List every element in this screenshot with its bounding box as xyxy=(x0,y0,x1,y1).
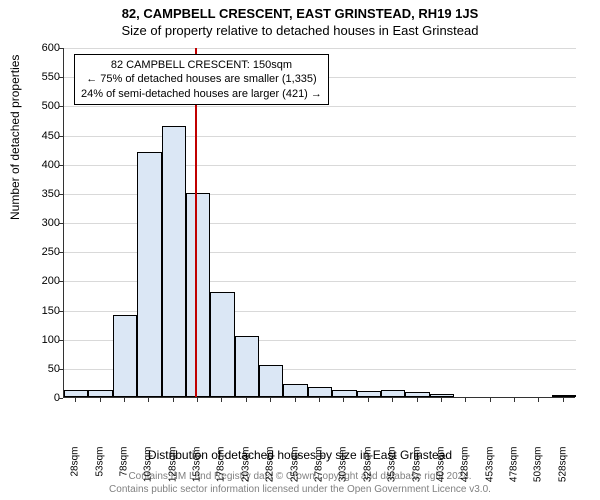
chart-plot-area: 82 CAMPBELL CRESCENT: 150sqm← 75% of det… xyxy=(63,48,575,398)
y-tick-mark xyxy=(59,136,63,137)
y-tick-mark xyxy=(59,281,63,282)
x-tick-label: 353sqm xyxy=(387,447,398,497)
histogram-bar xyxy=(283,384,307,397)
y-tick-mark xyxy=(59,165,63,166)
x-tick-mark xyxy=(563,398,564,402)
x-tick-label: 178sqm xyxy=(216,447,227,497)
x-tick-label: 453sqm xyxy=(484,447,495,497)
x-tick-mark xyxy=(221,398,222,402)
y-tick-mark xyxy=(59,77,63,78)
x-tick-label: 428sqm xyxy=(460,447,471,497)
x-tick-mark xyxy=(124,398,125,402)
x-tick-label: 278sqm xyxy=(314,447,325,497)
x-tick-label: 403sqm xyxy=(435,447,446,497)
x-tick-mark xyxy=(148,398,149,402)
y-tick-label: 550 xyxy=(30,71,60,83)
x-tick-label: 478sqm xyxy=(509,447,520,497)
histogram-bar xyxy=(308,387,332,398)
y-tick-label: 350 xyxy=(30,188,60,200)
x-tick-label: 253sqm xyxy=(289,447,300,497)
y-tick-label: 450 xyxy=(30,130,60,142)
annotation-line: ← 75% of detached houses are smaller (1,… xyxy=(81,72,322,86)
x-tick-mark xyxy=(270,398,271,402)
histogram-bar xyxy=(259,365,283,397)
histogram-bar xyxy=(64,390,88,397)
x-tick-mark xyxy=(538,398,539,402)
histogram-bar xyxy=(235,336,259,397)
y-tick-label: 300 xyxy=(30,217,60,229)
y-tick-mark xyxy=(59,340,63,341)
y-tick-label: 600 xyxy=(30,42,60,54)
gridline xyxy=(64,48,576,49)
x-tick-mark xyxy=(441,398,442,402)
x-tick-label: 378sqm xyxy=(411,447,422,497)
histogram-bar xyxy=(137,152,161,397)
x-tick-mark xyxy=(319,398,320,402)
histogram-bar xyxy=(162,126,186,397)
y-tick-label: 400 xyxy=(30,159,60,171)
x-tick-label: 228sqm xyxy=(265,447,276,497)
x-tick-mark xyxy=(173,398,174,402)
annotation-line: 24% of semi-detached houses are larger (… xyxy=(81,87,322,101)
x-tick-mark xyxy=(417,398,418,402)
x-tick-label: 28sqm xyxy=(70,447,81,497)
y-axis-label: Number of detached properties xyxy=(8,55,22,220)
x-tick-mark xyxy=(343,398,344,402)
y-tick-label: 500 xyxy=(30,100,60,112)
x-tick-mark xyxy=(100,398,101,402)
x-tick-label: 528sqm xyxy=(557,447,568,497)
y-tick-label: 150 xyxy=(30,305,60,317)
y-tick-label: 250 xyxy=(30,246,60,258)
x-tick-label: 328sqm xyxy=(362,447,373,497)
x-tick-label: 78sqm xyxy=(118,447,129,497)
y-tick-label: 100 xyxy=(30,334,60,346)
x-tick-mark xyxy=(75,398,76,402)
gridline xyxy=(64,106,576,107)
annotation-box: 82 CAMPBELL CRESCENT: 150sqm← 75% of det… xyxy=(74,54,329,105)
histogram-bar xyxy=(113,315,137,397)
x-tick-mark xyxy=(490,398,491,402)
y-tick-label: 200 xyxy=(30,275,60,287)
x-tick-label: 503sqm xyxy=(533,447,544,497)
gridline xyxy=(64,136,576,137)
histogram-bar xyxy=(88,390,112,397)
histogram-bar xyxy=(405,392,429,397)
histogram-bar xyxy=(430,394,454,398)
histogram-bar xyxy=(332,390,356,397)
x-tick-mark xyxy=(368,398,369,402)
x-tick-mark xyxy=(295,398,296,402)
x-tick-mark xyxy=(246,398,247,402)
histogram-bar xyxy=(186,193,210,397)
chart-title-main: 82, CAMPBELL CRESCENT, EAST GRINSTEAD, R… xyxy=(0,0,600,21)
x-tick-label: 203sqm xyxy=(240,447,251,497)
chart-title-sub: Size of property relative to detached ho… xyxy=(0,21,600,38)
y-tick-label: 50 xyxy=(30,363,60,375)
histogram-bar xyxy=(381,390,405,397)
y-tick-mark xyxy=(59,311,63,312)
y-tick-mark xyxy=(59,48,63,49)
histogram-bar xyxy=(210,292,234,397)
y-tick-mark xyxy=(59,398,63,399)
x-tick-mark xyxy=(465,398,466,402)
histogram-bar xyxy=(552,395,576,397)
x-tick-label: 303sqm xyxy=(338,447,349,497)
x-tick-label: 103sqm xyxy=(143,447,154,497)
y-tick-mark xyxy=(59,223,63,224)
y-tick-label: 0 xyxy=(30,392,60,404)
x-tick-label: 128sqm xyxy=(167,447,178,497)
x-tick-mark xyxy=(514,398,515,402)
histogram-bar xyxy=(357,391,381,397)
x-tick-label: 53sqm xyxy=(94,447,105,497)
annotation-line: 82 CAMPBELL CRESCENT: 150sqm xyxy=(81,58,322,72)
y-tick-mark xyxy=(59,106,63,107)
y-tick-mark xyxy=(59,369,63,370)
x-tick-label: 153sqm xyxy=(192,447,203,497)
y-tick-mark xyxy=(59,252,63,253)
x-tick-mark xyxy=(197,398,198,402)
x-tick-mark xyxy=(392,398,393,402)
y-tick-mark xyxy=(59,194,63,195)
